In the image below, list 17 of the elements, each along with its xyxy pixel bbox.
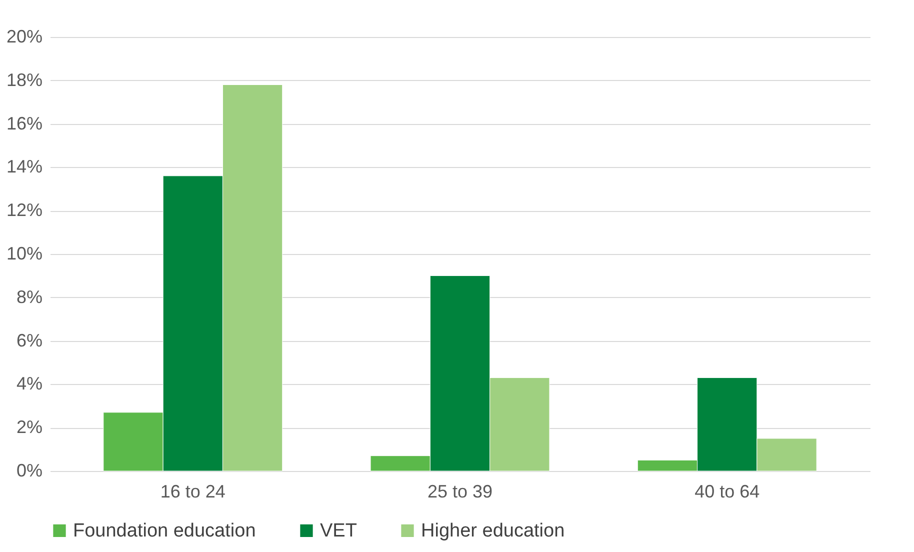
y-tick-label: 0% [16, 460, 42, 480]
legend-label: VET [320, 520, 358, 542]
x-tick-label: 16 to 24 [160, 482, 226, 502]
y-tick-label: 4% [16, 374, 42, 394]
y-tick-label: 6% [16, 330, 42, 350]
y-tick-label: 12% [6, 200, 42, 220]
y-tick-label: 10% [6, 244, 42, 264]
y-tick-label: 16% [6, 113, 42, 134]
y-tick-label: 14% [6, 156, 42, 177]
legend-label: Higher education [421, 520, 565, 542]
y-tick-label: 20% [6, 26, 42, 46]
x-tick-label: 25 to 39 [427, 482, 493, 502]
legend-label: Foundation education [73, 520, 256, 542]
y-tick-label: 2% [16, 417, 42, 438]
x-tick-label: 40 to 64 [694, 482, 760, 502]
y-tick-label: 18% [6, 70, 42, 90]
y-tick-label: 8% [16, 286, 42, 307]
